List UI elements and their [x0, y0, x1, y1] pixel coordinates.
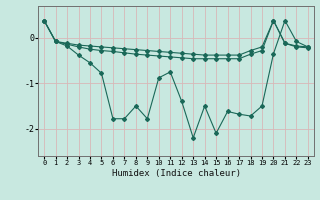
X-axis label: Humidex (Indice chaleur): Humidex (Indice chaleur) [111, 169, 241, 178]
